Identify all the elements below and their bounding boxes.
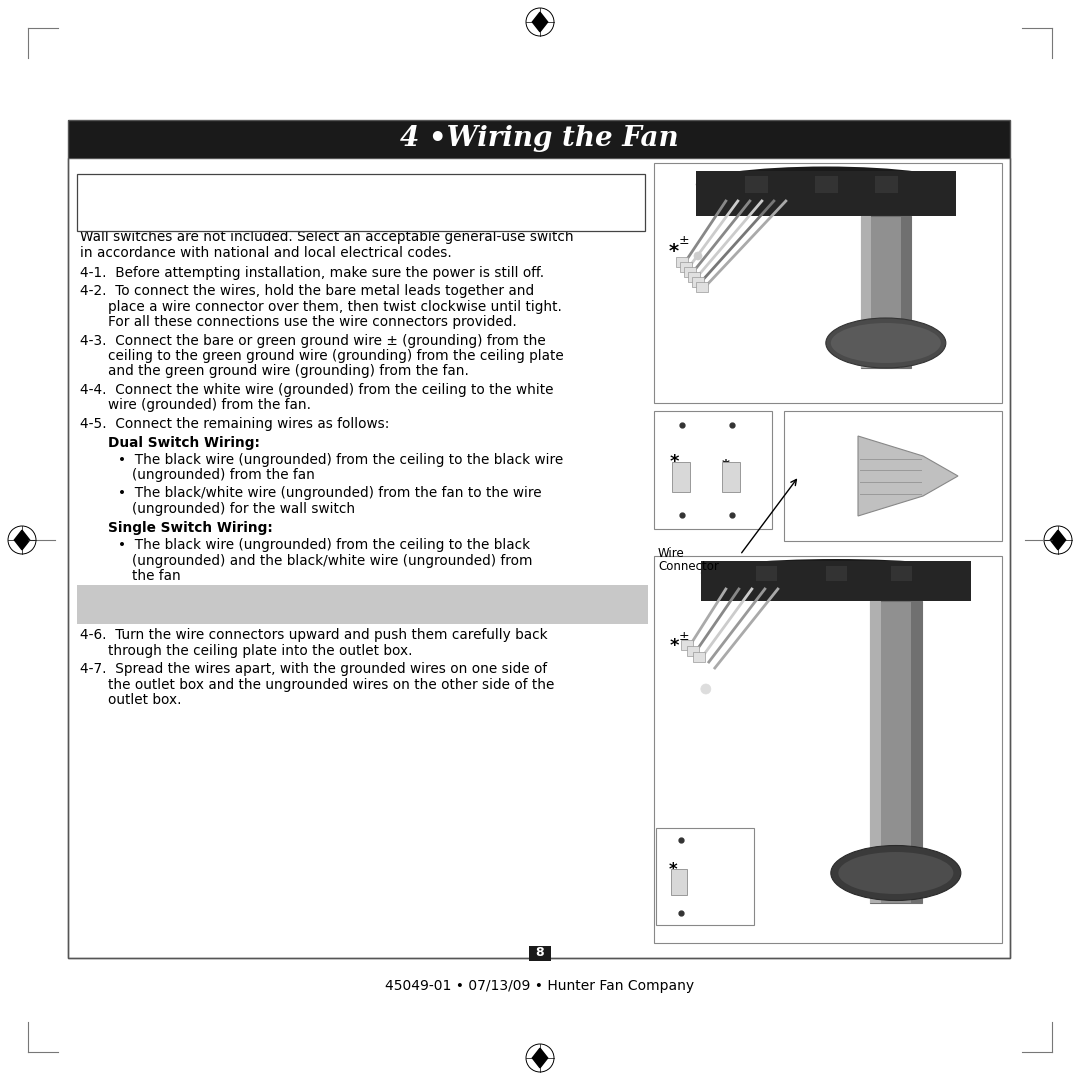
Text: the fan: the fan	[132, 569, 180, 583]
Text: 4-3.  Connect the bare or green ground wire ± (grounding) from the: 4-3. Connect the bare or green ground wi…	[80, 334, 545, 348]
Text: making connections.: making connections.	[82, 605, 212, 618]
Text: 4-4.  Connect the white wire (grounded) from the ceiling to the white: 4-4. Connect the white wire (grounded) f…	[80, 383, 554, 397]
Text: CAUTION:: CAUTION:	[100, 589, 167, 602]
Bar	[68, 120, 1010, 958]
Text: in accordance with national and local electrical codes.: in accordance with national and local el…	[80, 246, 451, 260]
Text: codes and ANSI/NFPA 70. If you are unfamiliar with wiring, use a: codes and ANSI/NFPA 70. If you are unfam…	[82, 194, 580, 208]
Ellipse shape	[701, 559, 971, 588]
Text: ceiling to the green ground wire (grounding) from the ceiling plate: ceiling to the green ground wire (ground…	[108, 349, 564, 363]
Text: 4-7.  Spread the wires apart, with the grounded wires on one side of: 4-7. Spread the wires apart, with the gr…	[80, 662, 548, 676]
Text: *: *	[723, 459, 730, 473]
Bar	[869, 600, 881, 903]
Bar	[755, 565, 777, 581]
Text: Wall switches are not included. Select an acceptable general-use switch: Wall switches are not included. Select a…	[80, 230, 573, 244]
Text: 4-2.  To connect the wires, hold the bare metal leads together and: 4-2. To connect the wires, hold the bare…	[80, 284, 535, 298]
Text: All wiring must be in accordance with national and local electrical: All wiring must be in accordance with na…	[82, 179, 590, 193]
Text: (ungrounded) for the wall switch: (ungrounded) for the wall switch	[132, 501, 355, 515]
Bar	[701, 561, 971, 600]
Bar	[861, 216, 910, 368]
Text: Wire: Wire	[658, 546, 685, 561]
Circle shape	[701, 684, 711, 694]
Bar	[890, 565, 912, 581]
Bar	[688, 272, 700, 282]
Bar	[680, 640, 693, 650]
Text: *: *	[669, 242, 679, 260]
Text: For all these connections use the wire connectors provided.: For all these connections use the wire c…	[108, 315, 516, 329]
Text: *: *	[669, 862, 677, 879]
Text: 4-5.  Connect the remaining wires as follows:: 4-5. Connect the remaining wires as foll…	[80, 417, 390, 431]
Text: (ungrounded) from the fan: (ungrounded) from the fan	[132, 469, 315, 483]
Text: and the green ground wire (grounding) from the fan.: and the green ground wire (grounding) fr…	[108, 365, 469, 378]
Bar	[68, 120, 1010, 158]
Text: (ungrounded) and the black/white wire (ungrounded) from: (ungrounded) and the black/white wire (u…	[132, 554, 532, 568]
Text: 8: 8	[536, 946, 544, 959]
Bar	[654, 556, 1002, 943]
Text: •  The black wire (ungrounded) from the ceiling to the black: • The black wire (ungrounded) from the c…	[118, 539, 530, 553]
Text: Single Switch Wiring:: Single Switch Wiring:	[108, 521, 273, 535]
Text: *: *	[670, 637, 678, 654]
Text: 4-1.  Before attempting installation, make sure the power is still off.: 4-1. Before attempting installation, mak…	[80, 266, 544, 280]
Bar	[922, 861, 940, 867]
Text: Be sure no bare wire or wire strands are visible after: Be sure no bare wire or wire strands are…	[156, 589, 485, 602]
Bar	[671, 868, 687, 894]
Text: outlet box.: outlet box.	[108, 693, 181, 707]
Circle shape	[694, 252, 702, 260]
Text: •  The black wire (ungrounded) from the ceiling to the black wire: • The black wire (ungrounded) from the c…	[118, 453, 564, 467]
Ellipse shape	[831, 846, 961, 901]
Bar	[529, 946, 551, 961]
Text: qualified electrician.: qualified electrician.	[82, 210, 241, 224]
Text: the outlet box and the ungrounded wires on the other side of the: the outlet box and the ungrounded wires …	[108, 677, 554, 691]
Text: Connector: Connector	[658, 561, 719, 573]
Bar	[784, 411, 1002, 541]
Polygon shape	[532, 1049, 548, 1068]
Bar	[654, 411, 772, 529]
Bar	[654, 163, 1002, 403]
Polygon shape	[858, 436, 958, 516]
Bar	[723, 462, 740, 492]
Ellipse shape	[831, 323, 941, 363]
Bar	[696, 171, 956, 216]
Bar	[861, 216, 870, 368]
Bar	[68, 158, 1010, 958]
Bar	[77, 585, 648, 624]
Bar	[687, 646, 699, 656]
Text: place a wire connector over them, then twist clockwise until tight.: place a wire connector over them, then t…	[108, 299, 562, 313]
Ellipse shape	[696, 166, 956, 203]
Bar	[684, 267, 696, 276]
Text: 4-6.  Turn the wire connectors upward and push them carefully back: 4-6. Turn the wire connectors upward and…	[80, 627, 548, 642]
Text: ⚠ CAUTION:: ⚠ CAUTION:	[82, 589, 165, 602]
Bar	[77, 174, 645, 230]
Text: 45049-01 • 07/13/09 • Hunter Fan Company: 45049-01 • 07/13/09 • Hunter Fan Company	[386, 978, 694, 993]
Bar	[696, 282, 707, 292]
Ellipse shape	[838, 852, 954, 894]
Bar	[874, 175, 897, 193]
Bar	[869, 600, 922, 903]
Text: •  The black/white wire (ungrounded) from the fan to the wire: • The black/white wire (ungrounded) from…	[118, 486, 542, 500]
Bar	[744, 175, 768, 193]
Bar	[814, 175, 838, 193]
Polygon shape	[1050, 530, 1066, 550]
Bar	[679, 262, 692, 272]
Bar	[910, 600, 922, 903]
Text: ±: ±	[678, 630, 689, 643]
Bar	[676, 257, 688, 267]
Text: wire (grounded) from the fan.: wire (grounded) from the fan.	[108, 399, 311, 413]
Bar	[825, 565, 847, 581]
Text: ±: ±	[678, 233, 689, 246]
Bar	[692, 276, 704, 287]
Polygon shape	[14, 530, 30, 550]
Text: Dual Switch Wiring:: Dual Switch Wiring:	[108, 435, 260, 449]
Text: through the ceiling plate into the outlet box.: through the ceiling plate into the outle…	[108, 644, 413, 658]
Bar	[901, 216, 910, 368]
Polygon shape	[532, 12, 548, 31]
Bar	[672, 462, 690, 492]
Text: *: *	[670, 453, 679, 471]
Bar	[910, 332, 929, 338]
Bar	[656, 828, 754, 924]
Bar	[693, 652, 705, 662]
Ellipse shape	[826, 318, 946, 368]
Text: 4 •Wiring the Fan: 4 •Wiring the Fan	[400, 125, 678, 152]
